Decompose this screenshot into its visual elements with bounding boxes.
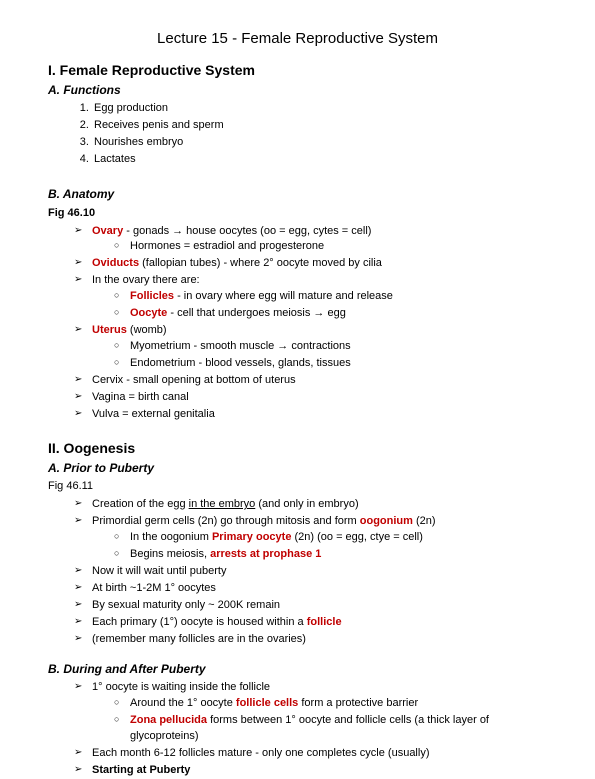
- text: - gonads → house oocytes (oo = egg, cyte…: [123, 225, 371, 237]
- term-follicle-cells: follicle cells: [236, 697, 298, 709]
- list-item: Starting at Puberty: [74, 763, 547, 779]
- text: (and only in embryo): [255, 498, 358, 510]
- list-item: Myometrium - smooth muscle → contraction…: [114, 339, 547, 355]
- list-item: Zona pellucida forms between 1° oocyte a…: [114, 713, 547, 745]
- text: (2n): [413, 515, 436, 527]
- text-underline: in the embryo: [189, 498, 256, 510]
- list-item: Each primary (1°) oocyte is housed withi…: [74, 615, 547, 631]
- list-item: Uterus (womb) Myometrium - smooth muscle…: [74, 323, 547, 372]
- list-item: Around the 1° oocyte follicle cells form…: [114, 696, 547, 712]
- term-oviducts: Oviducts: [92, 257, 139, 269]
- list-item: Lactates: [92, 152, 547, 168]
- text: In the ovary there are:: [92, 274, 200, 286]
- list-item: Begins meiosis, arrests at prophase 1: [114, 547, 547, 563]
- section-1-heading: I. Female Reproductive System: [48, 60, 547, 80]
- text: Creation of the egg: [92, 498, 189, 510]
- term-ovary: Ovary: [92, 225, 123, 237]
- section-1a-heading: A. Functions: [48, 82, 547, 99]
- term-uterus: Uterus: [92, 324, 127, 336]
- text: In the oogonium: [130, 531, 212, 543]
- list-item: Follicles - in ovary where egg will matu…: [114, 289, 547, 305]
- text: 1° oocyte is waiting inside the follicle: [92, 681, 270, 693]
- text: Each primary (1°) oocyte is housed withi…: [92, 616, 307, 628]
- list-item: Receives penis and sperm: [92, 118, 547, 134]
- text: - in ovary where egg will mature and rel…: [174, 290, 393, 302]
- text: (fallopian tubes) - where 2° oocyte move…: [139, 257, 382, 269]
- term-follicles: Follicles: [130, 290, 174, 302]
- list-item: Primordial germ cells (2n) go through mi…: [74, 514, 547, 563]
- list-item: Endometrium - blood vessels, glands, tis…: [114, 356, 547, 372]
- term-oocyte: Oocyte: [130, 307, 167, 319]
- list-item: Egg production: [92, 101, 547, 117]
- list-item: Oviducts (fallopian tubes) - where 2° oo…: [74, 256, 547, 272]
- list-item: Hormones = estradiol and progesterone: [114, 239, 547, 255]
- functions-list: Egg production Receives penis and sperm …: [92, 101, 547, 168]
- list-item: Ovary - gonads → house oocytes (oo = egg…: [74, 224, 547, 256]
- section-2a-heading: A. Prior to Puberty: [48, 460, 547, 477]
- list-item: Now it will wait until puberty: [74, 564, 547, 580]
- list-item: 1° oocyte is waiting inside the follicle…: [74, 680, 547, 745]
- page-title: Lecture 15 - Female Reproductive System: [48, 28, 547, 50]
- text: Primordial germ cells (2n) go through mi…: [92, 515, 360, 527]
- section-1b-heading: B. Anatomy: [48, 186, 547, 203]
- text: - cell that undergoes meiosis → egg: [167, 307, 346, 319]
- list-item: In the ovary there are: Follicles - in o…: [74, 273, 547, 322]
- text: (womb): [127, 324, 167, 336]
- list-item: Nourishes embryo: [92, 135, 547, 151]
- during-after-puberty-list: 1° oocyte is waiting inside the follicle…: [74, 680, 547, 779]
- text: form a protective barrier: [298, 697, 418, 709]
- section-2b-heading: B. During and After Puberty: [48, 661, 547, 678]
- term-oogonium: oogonium: [360, 515, 413, 527]
- list-item: Creation of the egg in the embryo (and o…: [74, 497, 547, 513]
- section-2-heading: II. Oogenesis: [48, 438, 547, 458]
- list-item: (remember many follicles are in the ovar…: [74, 632, 547, 648]
- term-follicle: follicle: [307, 616, 342, 628]
- list-item: Each month 6-12 follicles mature - only …: [74, 746, 547, 762]
- list-item: By sexual maturity only ~ 200K remain: [74, 598, 547, 614]
- figure-ref: Fig 46.10: [48, 206, 547, 222]
- anatomy-list: Ovary - gonads → house oocytes (oo = egg…: [74, 224, 547, 423]
- list-item: Oocyte - cell that undergoes meiosis → e…: [114, 306, 547, 322]
- term-zona-pellucida: Zona pellucida: [130, 714, 207, 726]
- term-arrests: arrests at prophase 1: [210, 548, 321, 560]
- term-primary-oocyte: Primary oocyte: [212, 531, 291, 543]
- text: Begins meiosis,: [130, 548, 210, 560]
- list-item: Vagina = birth canal: [74, 390, 547, 406]
- list-item: In the oogonium Primary oocyte (2n) (oo …: [114, 530, 547, 546]
- list-item: At birth ~1-2M 1° oocytes: [74, 581, 547, 597]
- prior-puberty-list: Creation of the egg in the embryo (and o…: [74, 497, 547, 647]
- text: (2n) (oo = egg, ctye = cell): [291, 531, 422, 543]
- list-item: Cervix - small opening at bottom of uter…: [74, 373, 547, 389]
- figure-ref: Fig 46.11: [48, 479, 547, 495]
- text: Around the 1° oocyte: [130, 697, 236, 709]
- list-item: Vulva = external genitalia: [74, 407, 547, 423]
